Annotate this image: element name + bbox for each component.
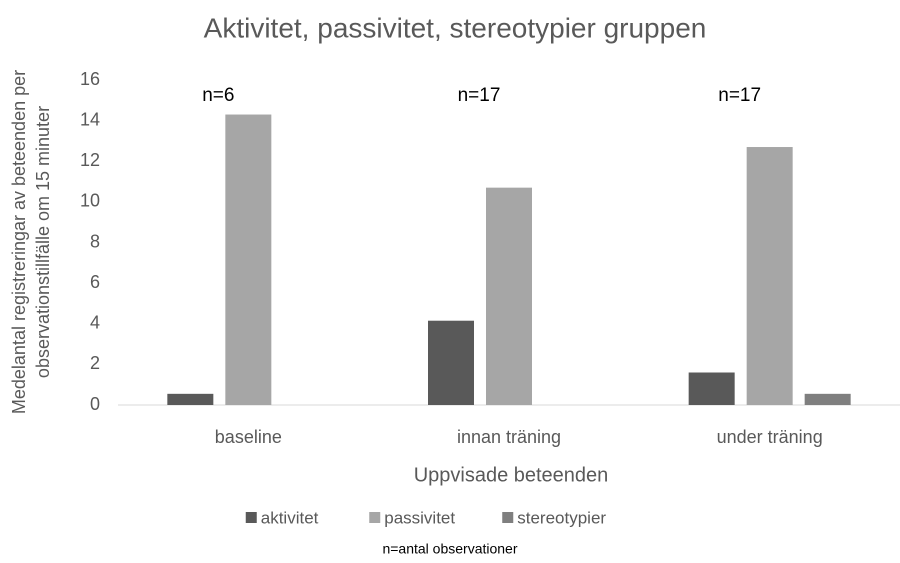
annotation: n=17 [458,85,501,106]
bar [167,393,214,405]
y-tick-label: 12 [80,150,100,170]
legend-swatch [369,512,381,523]
y-tick-label: 4 [90,313,100,333]
legend-label: stereotypier [517,508,606,527]
legend-swatch [502,512,514,523]
y-tick-label: 2 [90,353,100,373]
y-axis-label: observationstillfälle om 15 minuter [33,106,53,378]
y-tick-label: 8 [90,231,100,251]
y-tick-label: 16 [80,69,100,89]
x-tick-label: innan träning [457,427,561,447]
x-tick-label: baseline [215,427,282,447]
bar [688,372,735,405]
bar [428,320,474,405]
footnote: n=antal observationer [382,541,517,557]
y-tick-label: 10 [80,191,100,211]
y-tick-label: 14 [80,109,100,129]
y-axis-label: Medelantal registreringar av beteenden p… [9,70,29,414]
annotation: n=6 [202,85,234,106]
bar [804,393,851,405]
bar [225,114,272,405]
bar [486,187,532,405]
bar [746,147,793,405]
legend-label: passivitet [384,508,455,527]
y-tick-label: 6 [90,272,100,292]
x-axis-label: Uppvisade beteenden [414,464,609,486]
annotation: n=17 [718,85,761,106]
legend-swatch [245,512,257,523]
legend-label: aktivitet [261,508,319,527]
chart-title: Aktivitet, passivitet, stereotypier grup… [204,12,707,43]
y-tick-label: 0 [90,394,100,414]
x-tick-label: under träning [717,427,823,447]
